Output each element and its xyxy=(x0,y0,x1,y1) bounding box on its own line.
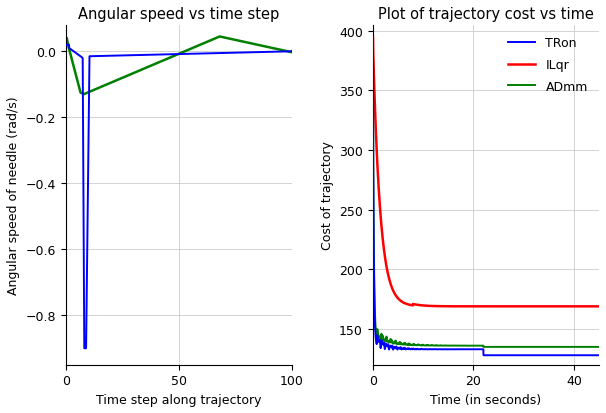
ADMM xyxy=(369,35,376,40)
Y-axis label: Angular speed of needle (rad/s): Angular speed of needle (rad/s) xyxy=(7,96,20,294)
ADMM xyxy=(381,338,388,343)
Title: Angular speed vs time step: Angular speed vs time step xyxy=(78,7,279,22)
ADMM xyxy=(589,344,596,349)
TRON xyxy=(596,353,603,358)
ADMM xyxy=(589,344,596,349)
Legend: TRon, ILqr, ADmm: TRon, ILqr, ADmm xyxy=(503,32,593,98)
Y-axis label: Cost of trajectory: Cost of trajectory xyxy=(321,141,334,250)
TRON xyxy=(589,353,596,358)
ADMM xyxy=(547,344,554,349)
ILQR xyxy=(473,304,481,309)
ILQR xyxy=(547,304,554,309)
ADMM xyxy=(596,344,603,349)
ADMM xyxy=(479,343,487,348)
X-axis label: Time (in seconds): Time (in seconds) xyxy=(430,393,542,406)
TRON xyxy=(473,347,481,352)
ILQR xyxy=(589,304,596,309)
Line: ADMM: ADMM xyxy=(373,38,599,347)
TRON xyxy=(381,343,388,348)
TRON xyxy=(479,347,487,352)
ADMM xyxy=(480,344,487,349)
ADMM xyxy=(473,343,481,348)
Line: TRON: TRON xyxy=(373,38,599,355)
TRON xyxy=(547,353,554,358)
TRON xyxy=(589,353,596,358)
ILQR xyxy=(596,304,603,309)
Title: Plot of trajectory cost vs time: Plot of trajectory cost vs time xyxy=(378,7,594,22)
ILQR xyxy=(589,304,596,309)
X-axis label: Time step along trajectory: Time step along trajectory xyxy=(96,393,262,406)
ILQR xyxy=(479,304,487,309)
TRON xyxy=(480,353,487,358)
Line: ILQR: ILQR xyxy=(373,38,599,306)
ILQR xyxy=(369,35,376,40)
ILQR xyxy=(381,250,388,255)
TRON xyxy=(369,35,376,40)
